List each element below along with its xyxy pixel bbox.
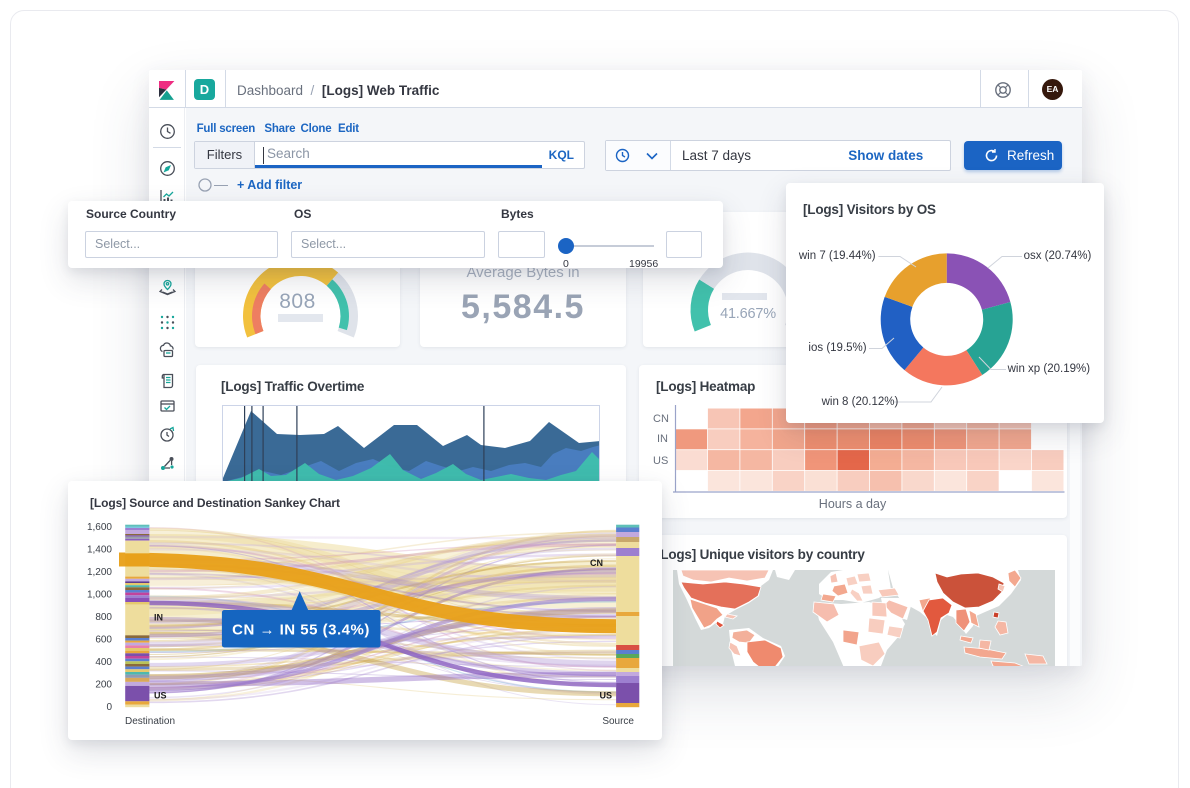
svg-text:200: 200 [95, 680, 112, 691]
svg-text:1,600: 1,600 [87, 522, 112, 533]
svg-text:600: 600 [95, 635, 112, 646]
svg-text:CN → IN 55 (3.4%): CN → IN 55 (3.4%) [232, 622, 370, 639]
svg-text:CN: CN [590, 558, 603, 568]
svg-text:Source: Source [602, 716, 634, 727]
svg-text:Destination: Destination [125, 716, 175, 727]
svg-text:1,400: 1,400 [87, 544, 112, 555]
svg-text:US: US [154, 691, 167, 701]
svg-text:0: 0 [106, 702, 112, 713]
svg-text:1,000: 1,000 [87, 589, 112, 600]
svg-text:1,200: 1,200 [87, 567, 112, 578]
svg-text:400: 400 [95, 657, 112, 668]
svg-text:800: 800 [95, 612, 112, 623]
svg-text:US: US [599, 691, 612, 701]
svg-text:IN: IN [154, 613, 163, 623]
